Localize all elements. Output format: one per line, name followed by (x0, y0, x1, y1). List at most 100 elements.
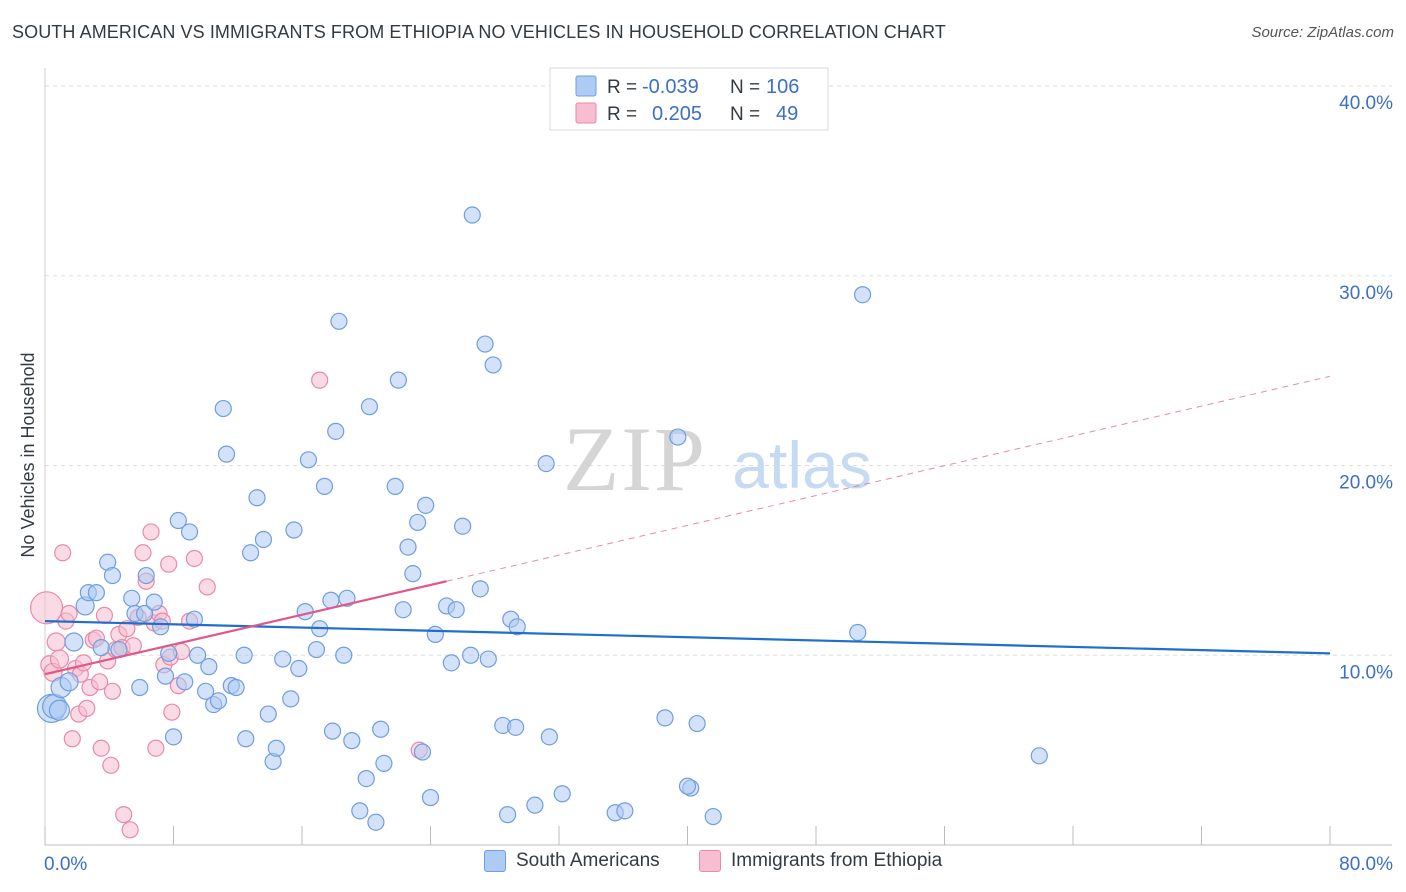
data-point (476, 335, 494, 353)
data-point (103, 566, 122, 585)
data-point (95, 606, 114, 625)
data-point (145, 593, 163, 611)
data-point (389, 371, 407, 389)
data-point (102, 756, 120, 774)
data-point (404, 565, 422, 583)
data-point (135, 604, 154, 623)
chart-title: SOUTH AMERICAN VS IMMIGRANTS FROM ETHIOP… (12, 22, 946, 42)
data-point (131, 678, 149, 697)
data-point (248, 489, 266, 507)
x-tick-labels: 0.0% 80.0% (44, 854, 1393, 875)
data-point (137, 566, 155, 585)
data-point (217, 445, 236, 463)
gridlines (45, 85, 1392, 656)
data-point (678, 777, 697, 795)
legend-swatch-pink (699, 850, 721, 872)
data-point (463, 206, 481, 224)
data-point (59, 672, 79, 692)
legend-swatch-blue (575, 75, 597, 97)
data-point (540, 728, 558, 746)
data-point (399, 538, 417, 556)
data-point (323, 722, 342, 740)
data-point (372, 720, 390, 738)
data-point (176, 673, 194, 691)
data-point (60, 604, 78, 623)
data-point (421, 788, 440, 807)
data-point (147, 739, 165, 757)
data-point (1030, 747, 1048, 765)
data-point (282, 690, 300, 708)
legend-r-value: -0.039 (642, 76, 699, 98)
data-point (307, 640, 326, 659)
data-point (394, 601, 412, 619)
data-point (48, 699, 71, 721)
data-point (198, 578, 216, 596)
data-point (553, 785, 571, 803)
data-point (315, 477, 334, 495)
data-point (357, 769, 375, 788)
legend-swatch-pink (575, 102, 597, 124)
data-point (526, 796, 544, 814)
data-point (123, 589, 141, 607)
data-point (274, 650, 292, 668)
legend-swatch-blue (484, 850, 506, 872)
legend-top: R = -0.039 N = 106 R = 0.205 N = 49 (549, 67, 829, 131)
legend-label: Immigrants from Ethiopia (731, 850, 943, 871)
data-point (704, 807, 722, 826)
data-point (471, 580, 489, 598)
series-south-americans (36, 206, 1048, 831)
data-point (386, 477, 404, 495)
legend-n-label: N = (730, 77, 760, 98)
data-point (242, 544, 260, 562)
data-point (87, 584, 106, 602)
data-point (209, 692, 228, 710)
data-point (214, 399, 232, 418)
legend-bottom: South Americans Immigrants from Ethiopia (0, 850, 1406, 878)
data-point (92, 739, 110, 757)
data-point (54, 544, 72, 562)
data-point (285, 521, 303, 539)
data-point (121, 821, 139, 839)
watermark-atlas: atlas (732, 428, 871, 502)
data-point (254, 530, 273, 549)
data-point (163, 703, 181, 721)
data-point (164, 728, 183, 746)
data-point (160, 555, 178, 573)
data-point (185, 549, 203, 568)
source-label: Source: ZipAtlas.com (1251, 24, 1394, 41)
data-point (259, 705, 277, 723)
data-point (343, 732, 361, 750)
data-point (152, 618, 170, 636)
data-point (200, 658, 218, 676)
y-tick-label: 40.0% (1339, 93, 1393, 114)
data-point (46, 632, 66, 652)
legend-n-value: 106 (766, 76, 799, 98)
data-point (92, 639, 110, 657)
data-point (351, 802, 369, 820)
data-point (299, 451, 318, 469)
data-point (91, 673, 109, 691)
data-point (853, 286, 872, 304)
legend-label: South Americans (516, 850, 660, 871)
data-point (413, 743, 432, 761)
data-point (688, 714, 706, 733)
trend-line-south-americans (44, 619, 1331, 655)
data-point (156, 667, 175, 685)
data-point (227, 678, 245, 697)
x-tick-label: 80.0% (1339, 854, 1393, 875)
data-point (169, 511, 187, 530)
data-point (78, 699, 96, 717)
legend-item-south-americans: South Americans (484, 850, 660, 872)
data-point (669, 428, 687, 446)
data-point (49, 649, 70, 669)
data-point (507, 718, 525, 736)
data-point (442, 654, 460, 672)
data-point (311, 371, 329, 389)
legend-n-label: N = (730, 104, 760, 125)
data-point (447, 601, 465, 619)
data-point (417, 496, 435, 514)
data-point (142, 523, 160, 541)
watermark: ZIP atlas (563, 408, 872, 510)
data-point (103, 682, 122, 700)
